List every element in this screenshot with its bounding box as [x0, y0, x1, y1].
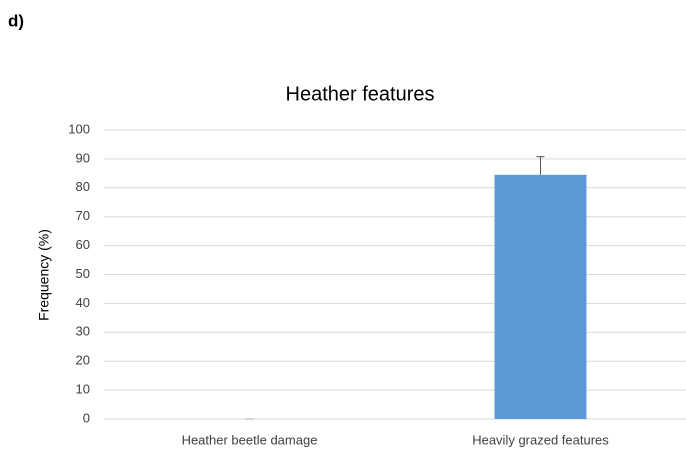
y-tick-label: 90 [76, 150, 90, 165]
y-tick-label: 0 [83, 410, 90, 425]
y-tick-label: 60 [76, 237, 90, 252]
chart-title: Heather features [286, 83, 435, 105]
bar [494, 174, 587, 419]
y-tick-label: 50 [76, 266, 90, 281]
x-tick-label: Heather beetle damage [182, 432, 318, 447]
y-tick-label: 100 [68, 121, 90, 136]
y-axis-label: Frequency (%) [36, 229, 52, 321]
y-tick-label: 40 [76, 295, 90, 310]
error-bar [536, 156, 545, 175]
y-tick-label: 20 [76, 353, 90, 368]
y-tick-label: 30 [76, 324, 90, 339]
y-tick-label: 10 [76, 382, 90, 397]
y-tick-label: 70 [76, 208, 90, 223]
panel-label: d) [8, 11, 24, 30]
x-tick-label: Heavily grazed features [472, 432, 609, 447]
y-tick-label: 80 [76, 179, 90, 194]
